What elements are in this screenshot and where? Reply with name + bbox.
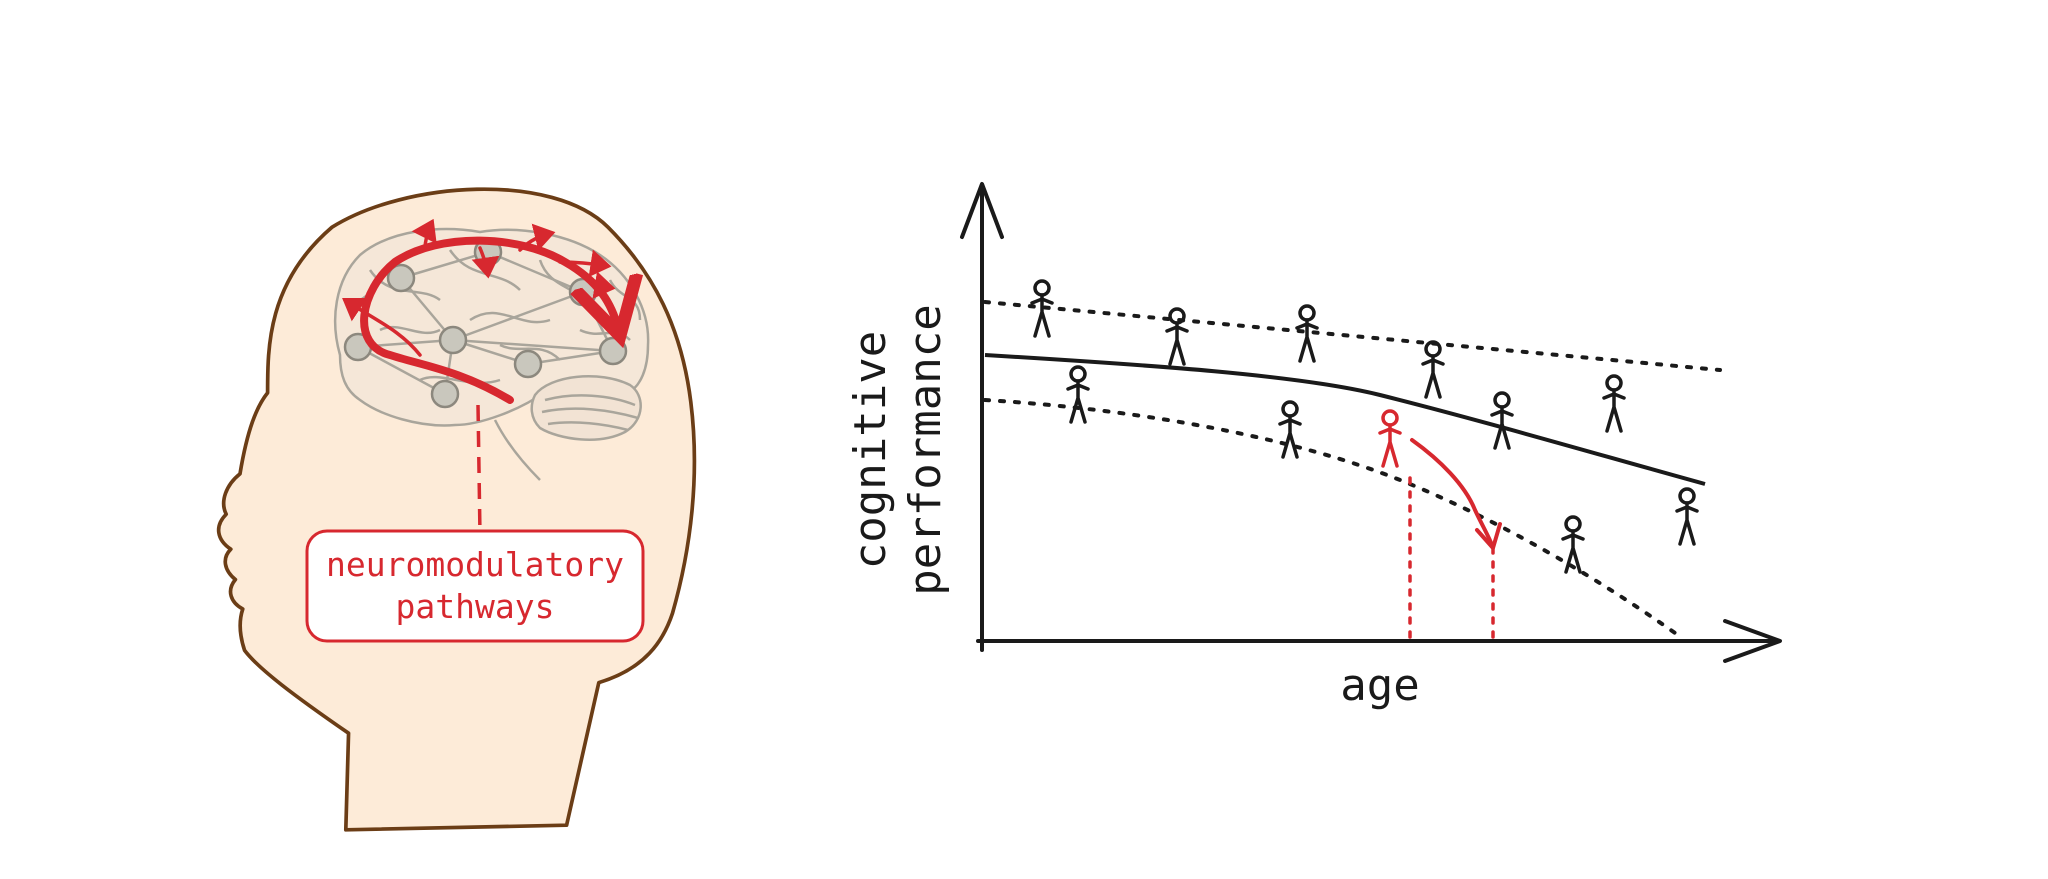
person-icon (1030, 279, 1054, 338)
y-axis-label-line-1: cognitive (845, 331, 896, 569)
connector-line (476, 404, 482, 536)
x-axis-arrowhead (1723, 619, 1782, 663)
highlighted-individual (1378, 409, 1502, 643)
y-axis-label-line-2: performance (900, 304, 951, 595)
person-icon (1675, 487, 1699, 546)
brain-node (598, 336, 628, 366)
brain-node (513, 349, 543, 379)
y-axis-arrowhead (960, 182, 1004, 239)
person-icon (1602, 374, 1626, 433)
person-icon (1066, 365, 1090, 424)
x-axis-label: age (1340, 660, 1419, 711)
person-icon (1561, 515, 1585, 574)
pathways-label-box (305, 529, 645, 643)
head-illustration: neuromodulatory pathways (216, 187, 697, 832)
performance-graph: cognitive performance age (845, 182, 1782, 711)
pathways-label-line-1: neuromodulatory (326, 545, 624, 584)
person-icon (1165, 307, 1189, 366)
axes (960, 182, 1782, 663)
person-icon (1278, 400, 1302, 459)
upper-bound-curve (983, 300, 1722, 372)
person-icon-highlighted (1378, 409, 1402, 468)
pathways-label-line-2: pathways (396, 587, 555, 626)
brain-node (430, 379, 460, 409)
person-icon (1295, 304, 1319, 363)
person-icon (1490, 391, 1514, 450)
person-icon (1421, 340, 1445, 399)
brain-node (386, 263, 416, 293)
brain-node (438, 325, 468, 355)
decline-arrow (1410, 438, 1494, 547)
neuromodulatory-arrows (342, 218, 618, 404)
individuals (1030, 279, 1699, 574)
mean-trend-curve (984, 353, 1706, 486)
